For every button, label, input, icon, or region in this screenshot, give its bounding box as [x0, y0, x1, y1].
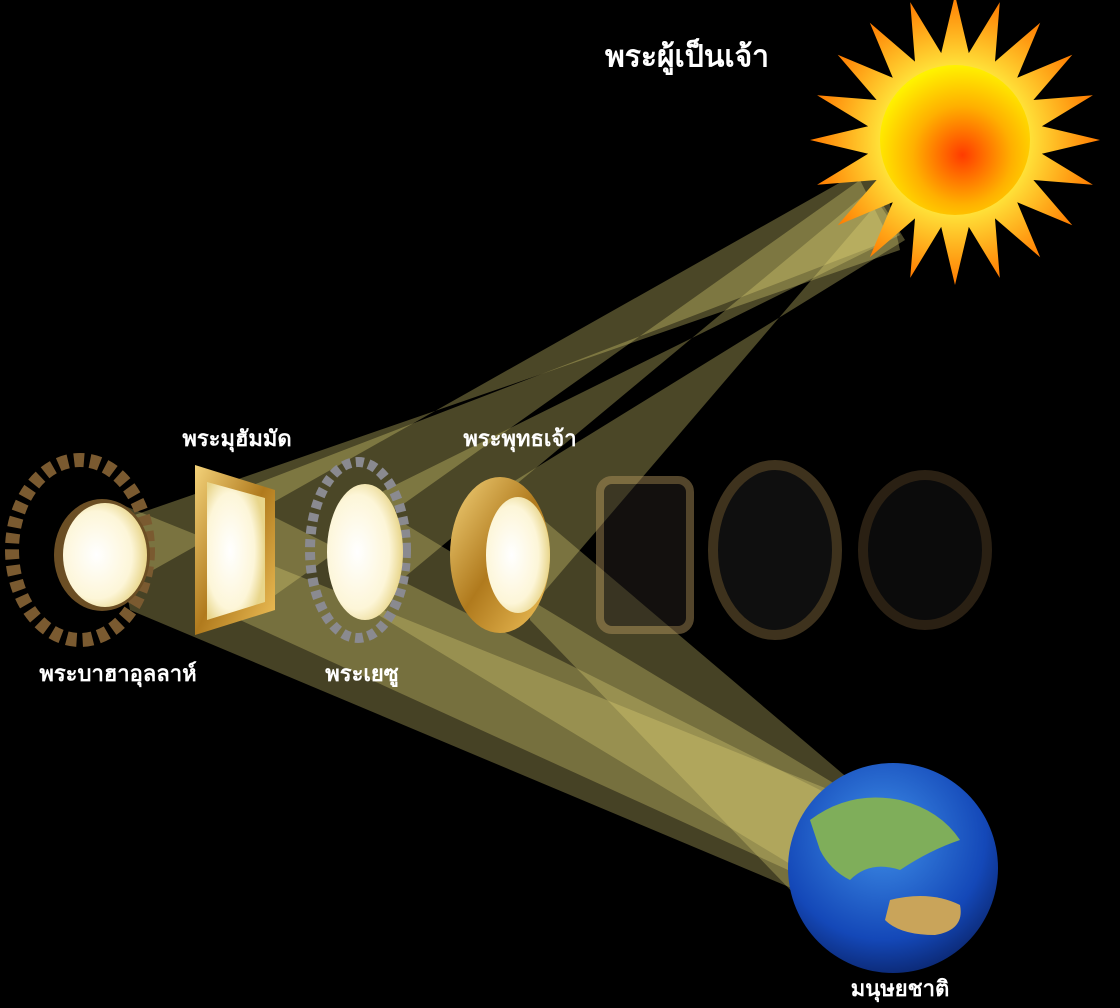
continent: [810, 797, 960, 880]
beam: [365, 190, 900, 610]
mirror-glass: [207, 482, 265, 620]
mirror-label: พระมุฮัมมัด: [182, 427, 291, 453]
mirror: [305, 457, 411, 643]
beam: [520, 500, 850, 900]
earth: [788, 763, 998, 973]
mirror-frame: [858, 470, 992, 630]
beam: [500, 200, 905, 620]
mirror-frame: [596, 476, 694, 634]
continent: [885, 896, 961, 935]
mirror-frame: [708, 460, 842, 640]
mirror-dim: [596, 476, 694, 634]
source-label: พระผู้เป็นเจ้า: [605, 38, 769, 76]
mirror-glass: [486, 497, 550, 613]
mirror-frame: [305, 457, 411, 643]
mirror-glass: [63, 503, 147, 607]
light-beams: [100, 160, 905, 620]
sun-core: [880, 65, 1030, 215]
mirror: [195, 465, 275, 635]
mirror-dim: [858, 470, 992, 630]
mirror-glass: [327, 484, 403, 620]
beam: [110, 500, 830, 900]
mirror-label: พระพุทธเจ้า: [463, 427, 576, 453]
beam: [240, 180, 890, 620]
mirror-dim: [708, 460, 842, 640]
mirror: [5, 453, 155, 647]
sun: [810, 0, 1100, 285]
mirror-label: พระเยซู: [325, 662, 399, 688]
target-label: มนุษยชาติ: [851, 977, 950, 1003]
beam: [100, 160, 900, 600]
mirror-label: พระบาฮาอุลลาห์: [39, 661, 196, 688]
mirror: [450, 477, 550, 633]
